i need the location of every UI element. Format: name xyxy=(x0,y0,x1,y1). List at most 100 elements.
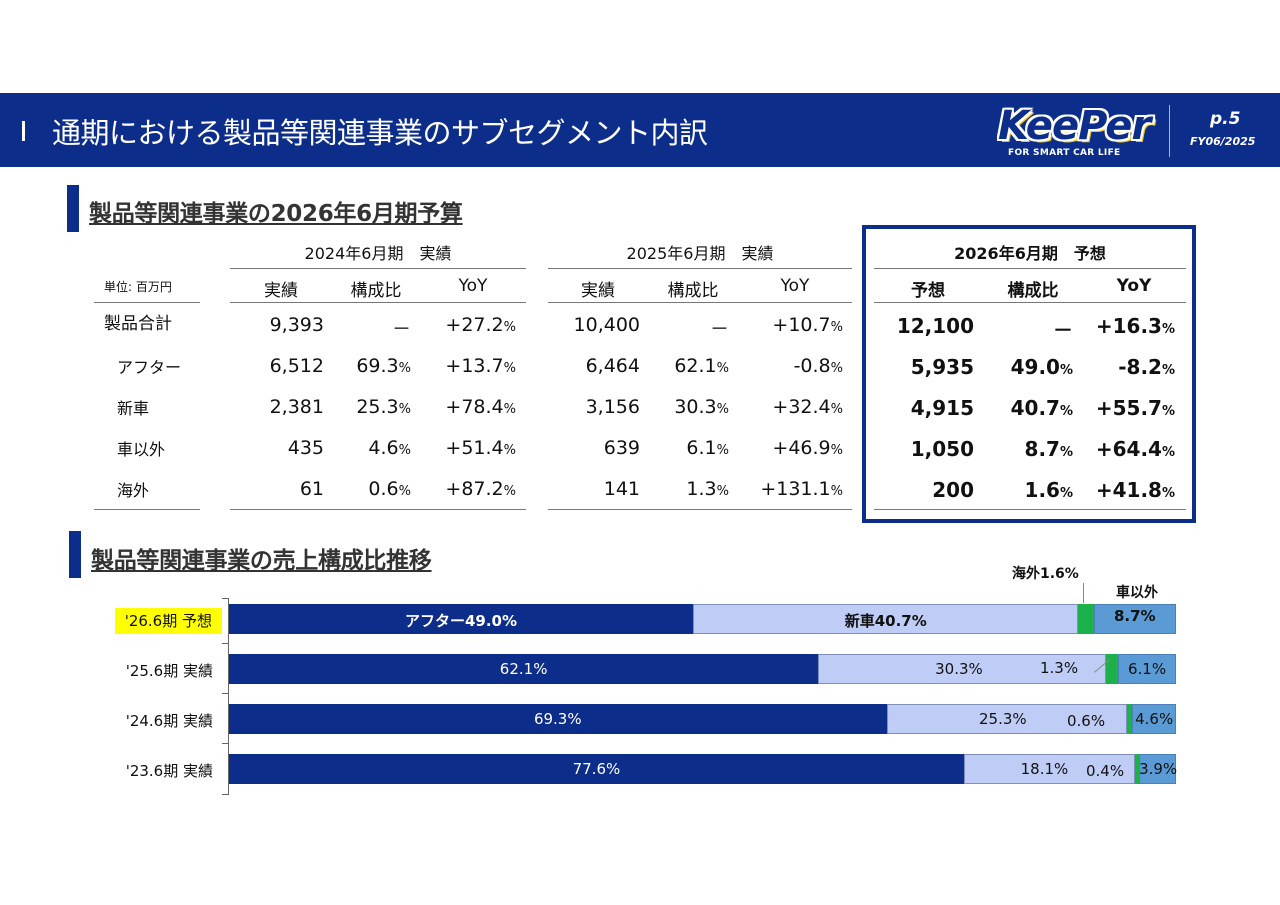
table-cell: 141 xyxy=(510,478,640,500)
data-label: 新車40.7% xyxy=(844,612,927,630)
cell-value: － xyxy=(709,318,729,340)
table-cell: 1.6% xyxy=(943,478,1073,502)
table-cell: 1.3% xyxy=(599,478,729,500)
cell-value: － xyxy=(391,318,411,340)
percent-sign: % xyxy=(716,361,729,376)
percent-sign: % xyxy=(1161,322,1175,337)
logo-tagline: FOR SMART CAR LIFE xyxy=(1008,148,1121,158)
logo-wordmark: KeePer xyxy=(998,103,1151,149)
data-label: 18.1% xyxy=(1020,760,1069,778)
cell-value: 6,512 xyxy=(269,355,324,377)
chart-axis xyxy=(228,598,229,794)
cell-value: － xyxy=(1053,318,1073,342)
percent-sign: % xyxy=(503,320,516,335)
category-label-text: '25.6期 実績 xyxy=(125,662,213,680)
category-label: '26.6期 予想 xyxy=(114,608,222,634)
bar-segment-overseas xyxy=(1135,754,1140,784)
data-label: 3.9% xyxy=(1139,760,1178,778)
percent-sign: % xyxy=(830,484,843,499)
percent-sign: % xyxy=(1161,363,1175,378)
table-cell: +16.3% xyxy=(1045,314,1175,338)
table-cell: 69.3% xyxy=(281,355,411,377)
cell-value: 12,100 xyxy=(896,314,974,338)
cell-value: 0.6 xyxy=(368,478,399,500)
category-label-text: '26.6期 予想 xyxy=(114,608,222,634)
table-cell: 40.7% xyxy=(943,396,1073,420)
percent-sign: % xyxy=(398,402,411,417)
percent-sign: % xyxy=(830,402,843,417)
cell-value: 435 xyxy=(287,437,324,459)
column-header: 構成比 xyxy=(667,281,719,301)
cell-value: -0.8 xyxy=(793,355,831,377)
table-cell: 1,050 xyxy=(844,437,974,461)
axis-tick xyxy=(222,598,229,599)
forecast-2026-box xyxy=(862,225,1196,523)
percent-sign: % xyxy=(716,484,729,499)
column-header: YoY xyxy=(780,276,810,296)
cell-value: +131.1 xyxy=(760,478,831,500)
cell-value: 1.6 xyxy=(1024,478,1060,502)
cell-value: 30.3 xyxy=(674,396,717,418)
table-rule xyxy=(94,302,200,303)
percent-sign: % xyxy=(716,402,729,417)
cell-value: 639 xyxy=(603,437,640,459)
percent-sign: % xyxy=(716,443,729,458)
row-label: 新車 xyxy=(117,399,150,418)
table-cell: +32.4% xyxy=(713,396,843,418)
row-label: 車以外 xyxy=(117,440,166,459)
page-title: 通期における製品等関連事業のサブセグメント内訳 xyxy=(52,116,708,150)
section-mix-title: 製品等関連事業の売上構成比推移 xyxy=(91,548,432,574)
percent-sign: % xyxy=(503,484,516,499)
table-rule xyxy=(548,509,852,510)
column-header: 構成比 xyxy=(1007,281,1059,301)
bar-segment-new-car xyxy=(818,654,1106,684)
table-cell: 61 xyxy=(194,478,324,500)
category-label-text: '23.6期 実績 xyxy=(125,762,213,780)
bar-segment-after xyxy=(229,704,887,734)
column-header: 構成比 xyxy=(350,281,402,301)
table-rule xyxy=(94,509,200,510)
table-cell: +41.8% xyxy=(1045,478,1175,502)
table-cell: +78.4% xyxy=(386,396,516,418)
bar-segment-non-car xyxy=(1139,754,1176,784)
cell-value: -8.2 xyxy=(1118,355,1162,379)
header-divider xyxy=(1169,105,1170,157)
cell-value: 49.0 xyxy=(1010,355,1060,379)
table-rule xyxy=(548,268,852,269)
table-cell: － xyxy=(281,314,411,341)
percent-sign: % xyxy=(503,443,516,458)
cell-value: 61 xyxy=(299,478,324,500)
table-rule xyxy=(230,302,526,303)
percent-sign: % xyxy=(830,361,843,376)
cell-value: 2,381 xyxy=(269,396,324,418)
table-rule xyxy=(230,268,526,269)
bar-segment-after xyxy=(229,654,819,684)
cell-value: +87.2 xyxy=(445,478,504,500)
percent-sign: % xyxy=(503,361,516,376)
cell-value: 5,935 xyxy=(910,355,974,379)
bar-segment-new-car xyxy=(963,754,1136,784)
bar-segment-after xyxy=(229,604,694,634)
bar-segment-overseas xyxy=(1105,654,1119,684)
data-label: 30.3% xyxy=(935,660,983,678)
cell-value: +78.4 xyxy=(445,396,504,418)
cell-value: 62.1 xyxy=(674,355,717,377)
section-budget-title: 製品等関連事業の2026年6月期予算 xyxy=(89,201,463,227)
table-cell: 0.6% xyxy=(281,478,411,500)
cell-value: +16.3 xyxy=(1095,314,1162,338)
data-label: 62.1% xyxy=(499,660,548,678)
table-cell: 5,935 xyxy=(844,355,974,379)
cell-value: 1,050 xyxy=(910,437,974,461)
table-rule xyxy=(874,268,1186,269)
table-cell: +10.7% xyxy=(713,314,843,336)
cell-value: +10.7 xyxy=(772,314,831,336)
cell-value: 1.3 xyxy=(686,478,717,500)
percent-sign: % xyxy=(398,484,411,499)
group-header: 2024年6月期 実績 xyxy=(304,244,452,263)
percent-sign: % xyxy=(830,320,843,335)
bar-segment-non-car xyxy=(1093,604,1176,634)
bar-segment-new-car xyxy=(886,704,1127,734)
table-cell: +46.9% xyxy=(713,437,843,459)
percent-sign: % xyxy=(398,443,411,458)
group-header: 2026年6月期 予想 xyxy=(954,244,1106,263)
